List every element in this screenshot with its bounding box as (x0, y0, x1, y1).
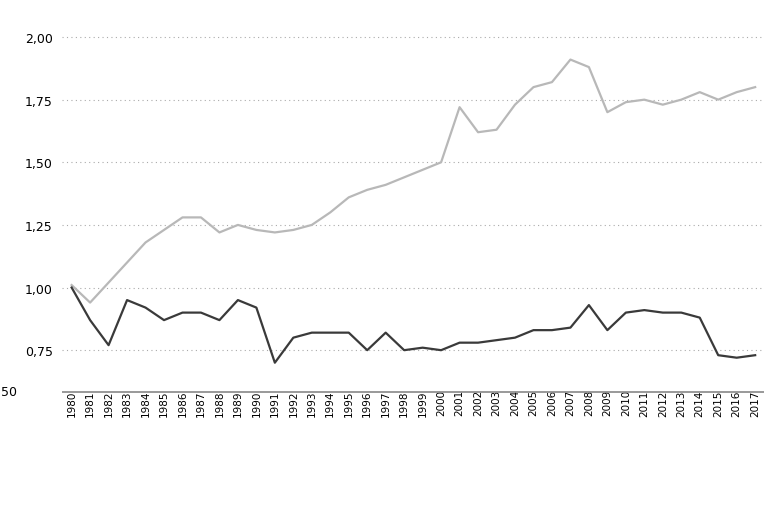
Text: 0,50: 0,50 (0, 386, 16, 399)
